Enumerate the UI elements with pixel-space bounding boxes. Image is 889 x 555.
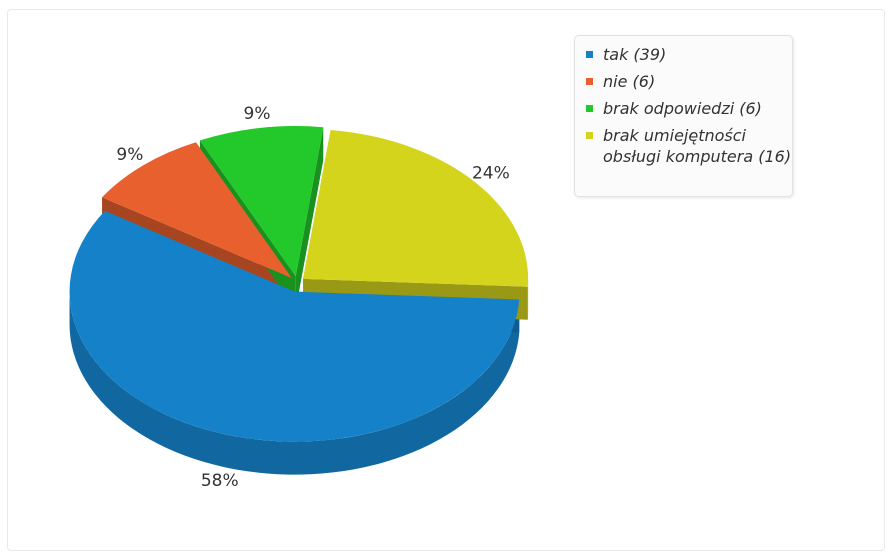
legend-label: tak (39) bbox=[603, 45, 667, 64]
pie-edge-wall bbox=[295, 127, 324, 310]
legend-swatch bbox=[586, 78, 593, 85]
legend-label: brak odpowiedzi (6) bbox=[603, 99, 762, 118]
legend: tak (39) nie (6) brak odpowiedzi (6) brak u… bbox=[574, 35, 793, 197]
pie-slice-2[interactable] bbox=[102, 142, 292, 278]
pie-slice-4[interactable] bbox=[303, 129, 529, 287]
legend-label: obsługi komputera (16) bbox=[603, 147, 792, 166]
legend-swatch bbox=[586, 132, 593, 139]
slice-percent-label: 9% bbox=[116, 145, 143, 165]
slice-percent-label: 58% bbox=[201, 471, 239, 491]
legend-label: brak umiejętności bbox=[603, 126, 746, 145]
slice-percent-label: 9% bbox=[244, 104, 271, 124]
pie-chart: 58% 9% 9% 24% bbox=[69, 104, 529, 491]
legend-label: nie (6) bbox=[603, 72, 656, 91]
pie-slice-3[interactable] bbox=[199, 126, 324, 277]
legend-swatch bbox=[586, 51, 593, 58]
chart-panel: 58% 9% 9% 24% tak (39) nie (6) brak odpowiedz… bbox=[7, 9, 885, 551]
slice-percent-label: 24% bbox=[472, 163, 510, 183]
pie-slice-1[interactable] bbox=[69, 210, 520, 442]
pie-side-wall bbox=[69, 291, 520, 475]
legend-swatch bbox=[586, 105, 593, 112]
